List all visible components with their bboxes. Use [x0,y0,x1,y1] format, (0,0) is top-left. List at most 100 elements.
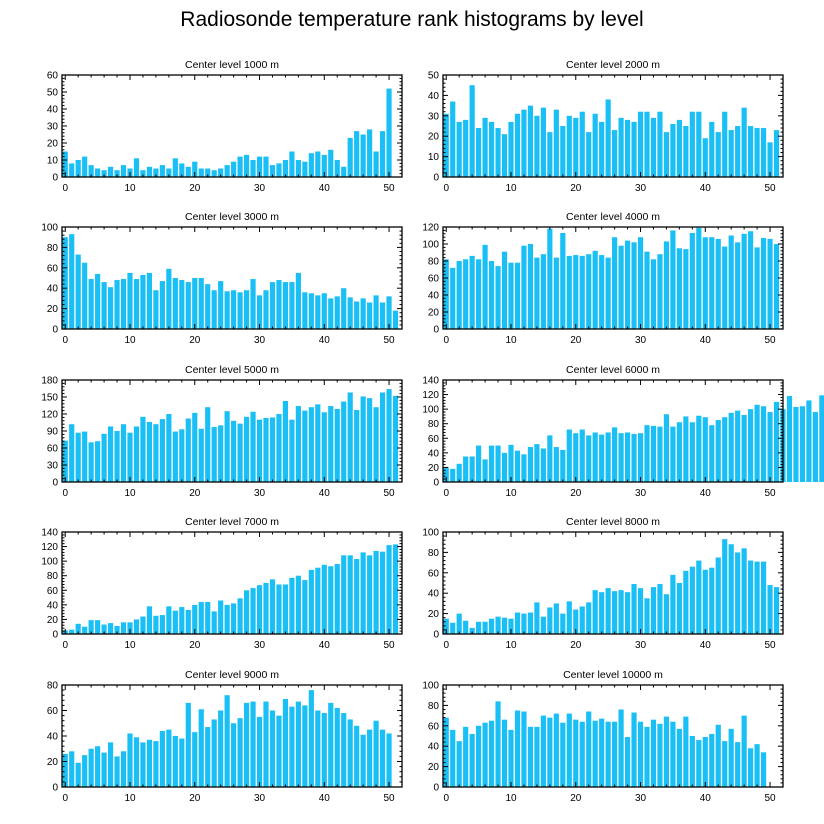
bar [773,401,780,482]
bar [663,414,670,482]
bar [501,617,508,634]
bar [133,426,140,482]
bar [360,552,366,634]
bar [120,165,127,177]
bar [612,130,618,177]
bar [482,722,488,787]
bar [463,726,469,787]
bar [276,280,282,329]
bar [748,231,754,329]
bar [773,587,780,634]
bar [514,612,521,634]
y-tick-label: 120 [41,410,58,421]
bar [360,396,366,482]
bar [637,588,644,634]
figure-title: Radiosonde temperature rank histograms b… [180,8,644,31]
plot-frame [442,379,784,483]
bar [599,592,605,634]
bar [476,725,482,787]
bar [334,408,340,482]
bar [218,710,224,787]
bar [120,424,127,482]
bar [282,699,289,787]
bar [101,752,107,787]
y-tick-label: 30 [47,461,59,472]
bar [463,456,469,482]
bar [579,429,585,482]
y-tick-label: 20 [47,757,59,768]
bar [722,539,728,634]
bar [514,710,521,787]
bar [82,431,88,482]
bar [354,558,360,634]
x-tick-label: 10 [124,640,136,651]
bar [514,450,521,482]
bar [508,729,514,787]
bar [456,741,462,787]
bar [760,238,767,329]
bar [560,613,566,634]
bar [644,726,650,787]
bar [573,609,579,634]
bar [75,432,81,482]
bar [696,227,702,329]
bar [650,719,657,787]
bar [592,720,598,787]
bar [760,406,767,482]
panel-title: Center level 7000 m [185,516,279,528]
bar [547,717,553,787]
plot-frame [442,74,784,178]
x-tick-label: 40 [319,640,331,651]
bar [696,740,702,787]
panel-10: Center level 10000 m 0 10 20 30 40 50 0 20 40 60 80… [422,669,784,804]
plot-frame [442,684,784,788]
bar [101,170,107,177]
bar [683,416,689,482]
bar [527,612,534,634]
bar [463,620,469,634]
bar [218,425,224,482]
panel-title: Center level 4000 m [566,211,660,223]
x-tick-label: 40 [319,488,331,499]
y-tick-label: 60 [47,263,59,274]
bar [624,432,631,482]
y-tick-label: 90 [47,427,59,438]
bar [237,423,243,482]
bar [282,400,289,482]
x-tick-label: 20 [570,488,582,499]
y-tick-label: 40 [428,448,440,459]
bar [540,254,546,329]
bar [637,111,644,177]
bar [308,569,314,634]
bar [456,121,462,177]
bar [159,615,165,634]
bar [521,245,527,329]
bar [735,410,741,482]
bar [231,603,237,634]
bar [159,281,165,329]
bar [302,292,308,329]
bar [553,447,559,482]
bar [185,702,191,787]
bar [179,429,185,482]
bar [166,168,172,177]
bar [573,719,579,787]
bar [553,109,559,177]
y-tick-label: 20 [47,139,59,150]
y-tick-label: 40 [47,600,59,611]
bar [463,259,469,329]
bar [172,610,178,634]
x-tick-label: 0 [62,793,68,804]
x-tick-label: 10 [124,335,136,346]
plot-frame [442,531,784,635]
bar [728,544,734,634]
x-tick-label: 50 [764,488,776,499]
bar [386,389,392,482]
bar [521,109,527,177]
bar [605,99,611,177]
panel-1: Center level 1000 m 0 10 20 30 40 50 0 10 20 30 40 5… [47,59,403,194]
bar [443,467,449,482]
bar [75,254,81,329]
x-tick-label: 20 [570,183,582,194]
bar [114,431,120,482]
